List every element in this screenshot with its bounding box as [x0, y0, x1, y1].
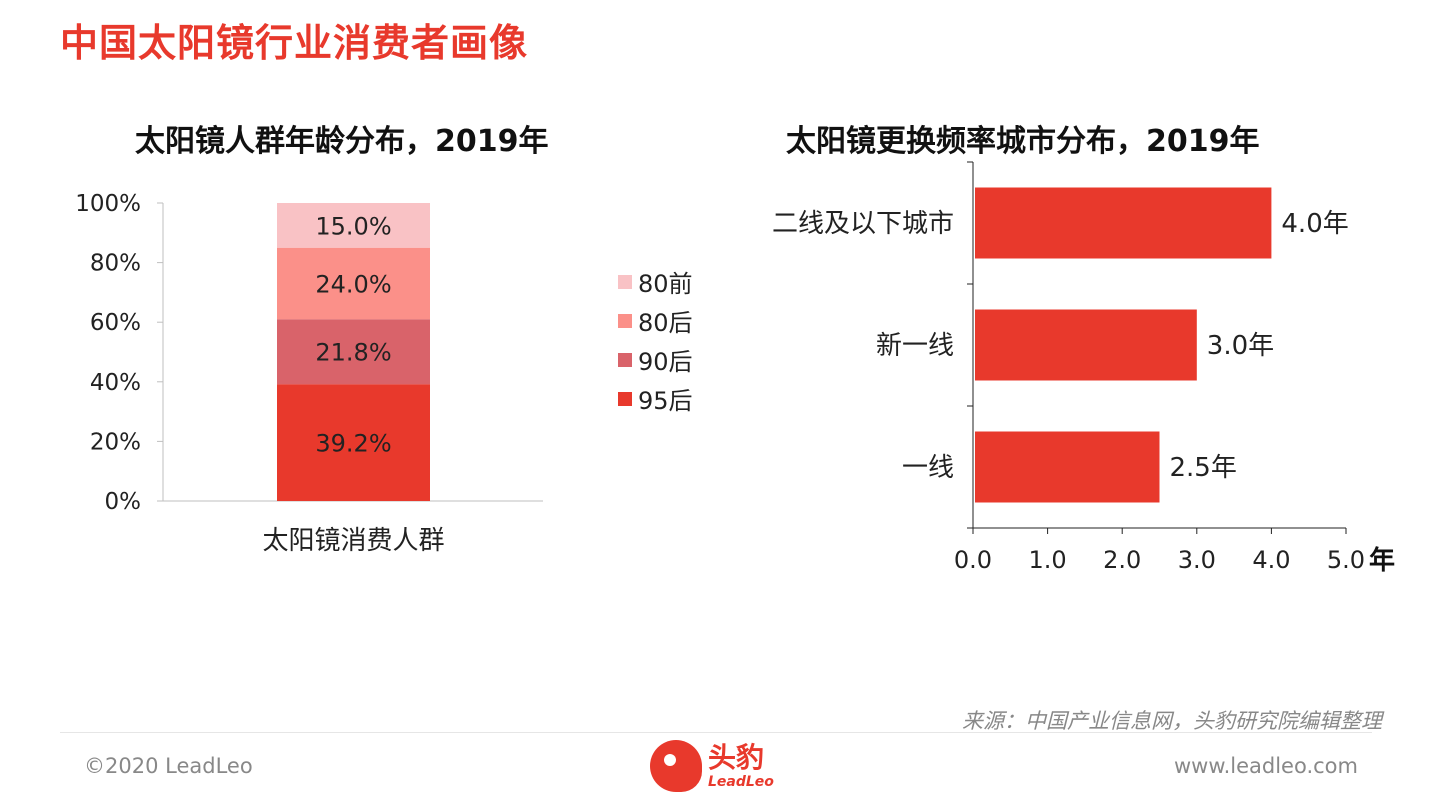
footer-divider — [60, 732, 1372, 733]
bar-data-label: 39.2% — [315, 430, 391, 458]
x-tick-label: 1.0 — [1029, 546, 1067, 574]
legend-item: 80后 — [618, 301, 693, 340]
y-tick-label: 40% — [90, 370, 141, 396]
bar-segment — [277, 384, 430, 501]
logo-name-cn: 头豹 — [708, 740, 765, 774]
logo-name-en: LeadLeo — [708, 773, 774, 790]
legend-label: 80后 — [638, 309, 693, 337]
legend-label: 80前 — [638, 270, 693, 298]
y-category-label: 一线 — [902, 453, 954, 483]
legend-label: 90后 — [638, 348, 693, 376]
bar-data-label: 24.0% — [315, 270, 391, 298]
y-tick-label: 20% — [90, 429, 141, 455]
x-tick-label: 2.0 — [1103, 546, 1141, 574]
legend-swatch — [618, 391, 632, 406]
age-chart-title: 太阳镜人群年龄分布，2019年 — [135, 124, 549, 159]
website-url: www.leadleo.com — [1174, 754, 1358, 778]
x-tick-label: 4.0 — [1252, 546, 1290, 574]
leadleo-logo: 头豹 LeadLeo — [650, 740, 774, 792]
y-tick-label: 0% — [105, 489, 142, 515]
leopard-icon — [650, 740, 702, 792]
x-axis-unit: 年 — [1369, 545, 1395, 576]
source-note: 来源：中国产业信息网，头豹研究院编辑整理 — [962, 709, 1382, 733]
bar-segment — [277, 319, 430, 385]
legend-swatch — [618, 274, 632, 289]
bar-segment — [277, 247, 430, 320]
bar-data-label: 3.0年 — [1207, 331, 1274, 361]
bar-segment — [277, 203, 430, 248]
x-tick-label: 3.0 — [1178, 546, 1216, 574]
legend-swatch — [618, 313, 632, 328]
y-tick-label: 60% — [90, 310, 141, 336]
bar-data-label: 2.5年 — [1170, 453, 1237, 483]
bar-data-label: 4.0年 — [1281, 209, 1348, 239]
legend-item: 95后 — [618, 379, 693, 418]
bar-data-label: 15.0% — [315, 212, 391, 240]
x-category-label: 太阳镜消费人群 — [262, 526, 444, 556]
y-tick-label: 80% — [90, 251, 141, 277]
legend-swatch — [618, 352, 632, 367]
bar — [975, 187, 1272, 259]
legend-label: 95后 — [638, 387, 693, 415]
age-chart-legend: 80前 80后 90后 95后 — [618, 262, 693, 418]
y-tick-label: 100% — [75, 191, 141, 217]
copyright: ©2020 LeadLeo — [84, 754, 253, 778]
city-chart-title: 太阳镜更换频率城市分布，2019年 — [786, 124, 1260, 159]
bar-data-label: 21.8% — [315, 339, 391, 367]
y-category-label: 新一线 — [876, 331, 954, 361]
y-category-label: 二线及以下城市 — [772, 209, 954, 239]
bar — [975, 431, 1160, 503]
legend-item: 90后 — [618, 340, 693, 379]
x-tick-label: 5.0 — [1327, 546, 1365, 574]
page-title: 中国太阳镜行业消费者画像 — [60, 21, 529, 65]
x-tick-label: 0.0 — [954, 546, 992, 574]
legend-item: 80前 — [618, 262, 693, 301]
bar — [975, 309, 1197, 381]
